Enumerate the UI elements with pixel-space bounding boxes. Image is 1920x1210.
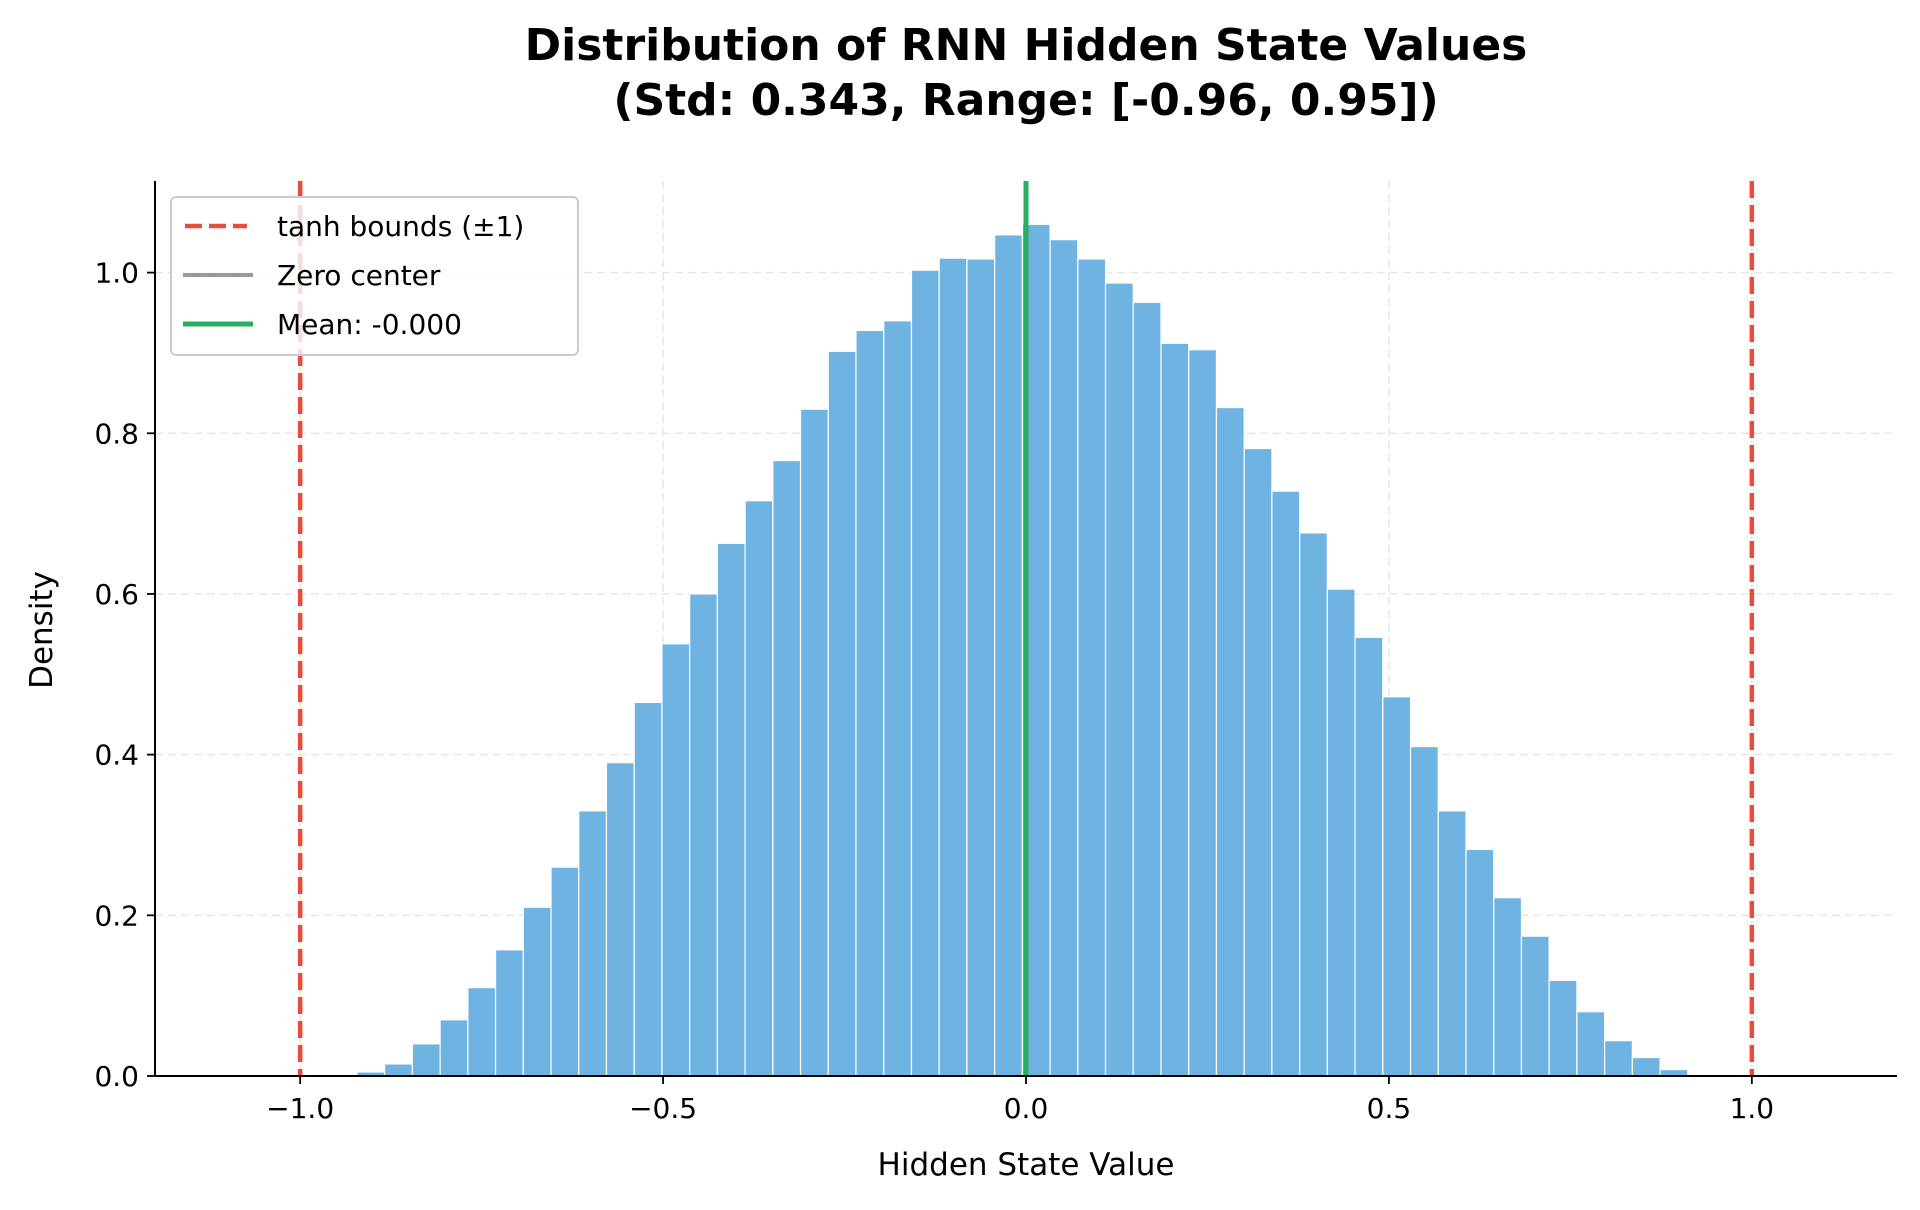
histogram-bar <box>1493 897 1523 1077</box>
histogram-bar <box>1437 810 1467 1077</box>
histogram-bar <box>1215 406 1245 1077</box>
histogram-bar <box>1271 490 1301 1077</box>
histogram-bar <box>1604 1040 1633 1077</box>
histogram-bar <box>1299 532 1328 1077</box>
histogram-bar <box>439 1019 469 1077</box>
histogram-bar <box>1576 1011 1606 1077</box>
legend-label-mean: Mean: -0.000 <box>277 308 462 341</box>
x-tick-label: 1.0 <box>1730 1092 1775 1125</box>
histogram-bar <box>1409 746 1439 1077</box>
histogram-bar <box>1104 282 1134 1077</box>
y-tick-label: 0.0 <box>94 1060 139 1093</box>
x-tick-label: −1.0 <box>266 1092 334 1125</box>
histogram-bar <box>578 810 608 1077</box>
x-tick-label: 0.5 <box>1367 1092 1412 1125</box>
histogram-bar <box>1077 258 1107 1077</box>
reference-lines <box>297 181 1755 1076</box>
chart-title-line-1: Distribution of RNN Hidden State Values <box>525 20 1528 71</box>
histogram-bar <box>467 987 497 1077</box>
x-axis-label: Hidden State Value <box>878 1147 1175 1183</box>
histogram-bar <box>938 257 968 1077</box>
histogram-bar <box>1382 696 1412 1077</box>
y-tick-label: 0.6 <box>94 578 139 611</box>
histogram-bar <box>550 866 580 1077</box>
histogram-bar <box>384 1063 413 1077</box>
histogram-bar <box>799 408 829 1077</box>
histogram-bars <box>328 223 1717 1077</box>
histogram-bar <box>689 593 718 1077</box>
histogram-bar <box>994 234 1023 1077</box>
chart-title-line-2: (Std: 0.343, Range: [-0.96, 0.95]) <box>613 75 1438 126</box>
histogram-bar <box>855 329 885 1077</box>
histogram-bar <box>1049 239 1079 1077</box>
histogram-bar <box>1160 342 1190 1077</box>
histogram-bar <box>1132 301 1162 1077</box>
histogram-bar <box>910 269 940 1077</box>
histogram-bar <box>827 350 857 1077</box>
histogram-bar <box>1243 447 1273 1077</box>
histogram-bar <box>744 500 774 1077</box>
x-tick-label: 0.0 <box>1004 1092 1049 1125</box>
y-tick-label: 0.8 <box>94 417 139 450</box>
histogram-bar <box>494 949 524 1077</box>
y-axis-label: Density <box>24 571 60 689</box>
legend-box <box>170 196 579 356</box>
histogram-bar <box>1631 1056 1661 1077</box>
y-tick-label: 0.2 <box>94 899 139 932</box>
histogram-bar <box>1188 349 1218 1077</box>
histogram-bar <box>1548 979 1578 1077</box>
histogram-bar <box>411 1043 441 1077</box>
histogram-bar <box>605 762 635 1077</box>
histogram-bar <box>522 906 552 1077</box>
histogram-bar <box>661 643 691 1077</box>
histogram-bar <box>716 542 746 1077</box>
histogram-bar <box>772 459 802 1077</box>
ticks: −1.0 −0.5 0.0 0.5 1.0 0.0 0.2 0.4 0.6 0.8 1.0 <box>94 257 1774 1125</box>
histogram-bar <box>966 258 996 1077</box>
histogram-bar <box>1465 848 1495 1077</box>
legend-label-tanh-bounds: tanh bounds (±1) <box>277 210 524 243</box>
legend: tanh bounds (±1) Zero center Mean: -0.00… <box>170 196 579 356</box>
histogram-bar <box>1326 588 1356 1077</box>
histogram-bar <box>633 701 663 1077</box>
histogram-bar <box>1354 636 1384 1077</box>
histogram-bar <box>883 320 913 1077</box>
y-tick-label: 0.4 <box>94 739 139 772</box>
y-tick-label: 1.0 <box>94 257 139 290</box>
histogram-bar <box>1520 935 1550 1077</box>
x-tick-label: −0.5 <box>629 1092 697 1125</box>
legend-label-zero-center: Zero center <box>277 259 441 292</box>
